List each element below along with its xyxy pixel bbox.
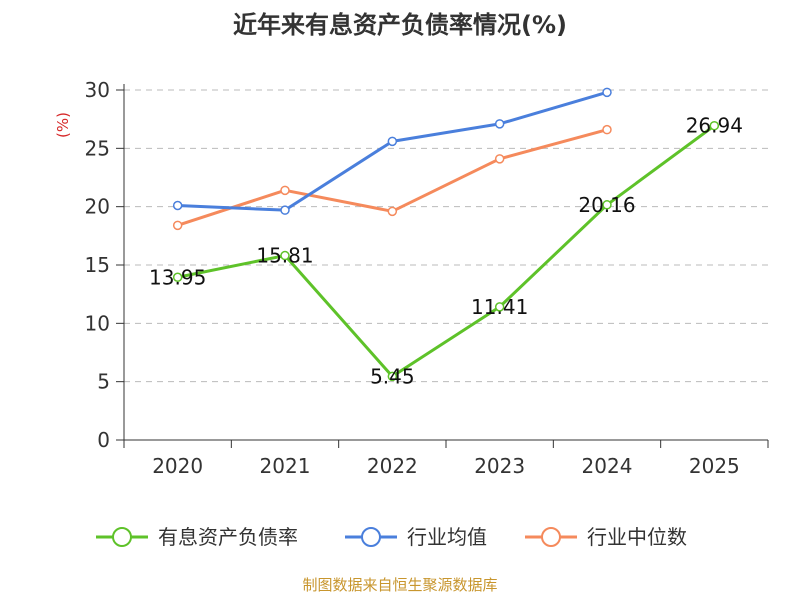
legend-marker — [112, 527, 132, 547]
y-tick-label: 5 — [97, 370, 110, 394]
x-tick-label: 2020 — [152, 454, 203, 478]
chart-title: 近年来有息资产负债率情况(%) — [233, 11, 567, 39]
grid-lines — [124, 89, 768, 383]
y-tick-label: 25 — [85, 136, 110, 160]
legend: 有息资产负债率 行业均值 行业中位数 — [96, 525, 687, 549]
y-tick-label: 0 — [97, 428, 110, 452]
x-tick-label: 2024 — [582, 454, 633, 478]
y-tick-label: 15 — [85, 253, 110, 277]
legend-label: 有息资产负债率 — [158, 525, 298, 549]
data-point — [172, 200, 183, 211]
data-point — [602, 87, 612, 98]
y-axis-unit-label: (%) — [54, 112, 72, 138]
data-point — [602, 200, 612, 210]
data-label: 5.45 — [370, 364, 415, 388]
data-point — [172, 220, 183, 231]
series-line — [177, 90, 608, 212]
x-tick-label: 2025 — [689, 454, 740, 478]
legend-marker — [361, 527, 381, 547]
data-label: 20.16 — [578, 193, 635, 217]
data-point — [602, 124, 612, 135]
data-label: 15.81 — [256, 244, 313, 268]
data-point — [172, 272, 183, 282]
data-point — [280, 185, 290, 196]
data-label: 13.95 — [149, 265, 206, 289]
data-point — [280, 250, 290, 261]
data-point — [387, 136, 398, 147]
x-tick-label: 2021 — [260, 454, 311, 478]
legend-marker — [541, 527, 561, 547]
y-tick-label: 10 — [85, 311, 110, 335]
data-point — [280, 205, 290, 215]
legend-label: 行业中位数 — [587, 525, 687, 549]
data-label: 26.94 — [686, 114, 743, 138]
source-note: 制图数据来自恒生聚源数据库 — [302, 576, 497, 594]
data-point — [494, 302, 505, 312]
data-label: 11.41 — [471, 295, 528, 319]
y-tick-label: 20 — [85, 195, 110, 219]
y-tick-label: 30 — [85, 78, 110, 102]
series-line — [177, 124, 716, 378]
data-point — [387, 206, 398, 217]
data-point — [494, 119, 505, 129]
x-tick-label: 2023 — [474, 454, 525, 478]
data-point — [387, 371, 398, 382]
series-lines — [172, 87, 720, 382]
legend-label: 行业均值 — [407, 525, 487, 549]
x-tick-label: 2022 — [367, 454, 418, 478]
data-labels: 13.95 15.81 5.45 11.41 20.16 26.94 — [149, 114, 743, 389]
data-point — [709, 120, 720, 131]
data-point — [494, 154, 505, 164]
